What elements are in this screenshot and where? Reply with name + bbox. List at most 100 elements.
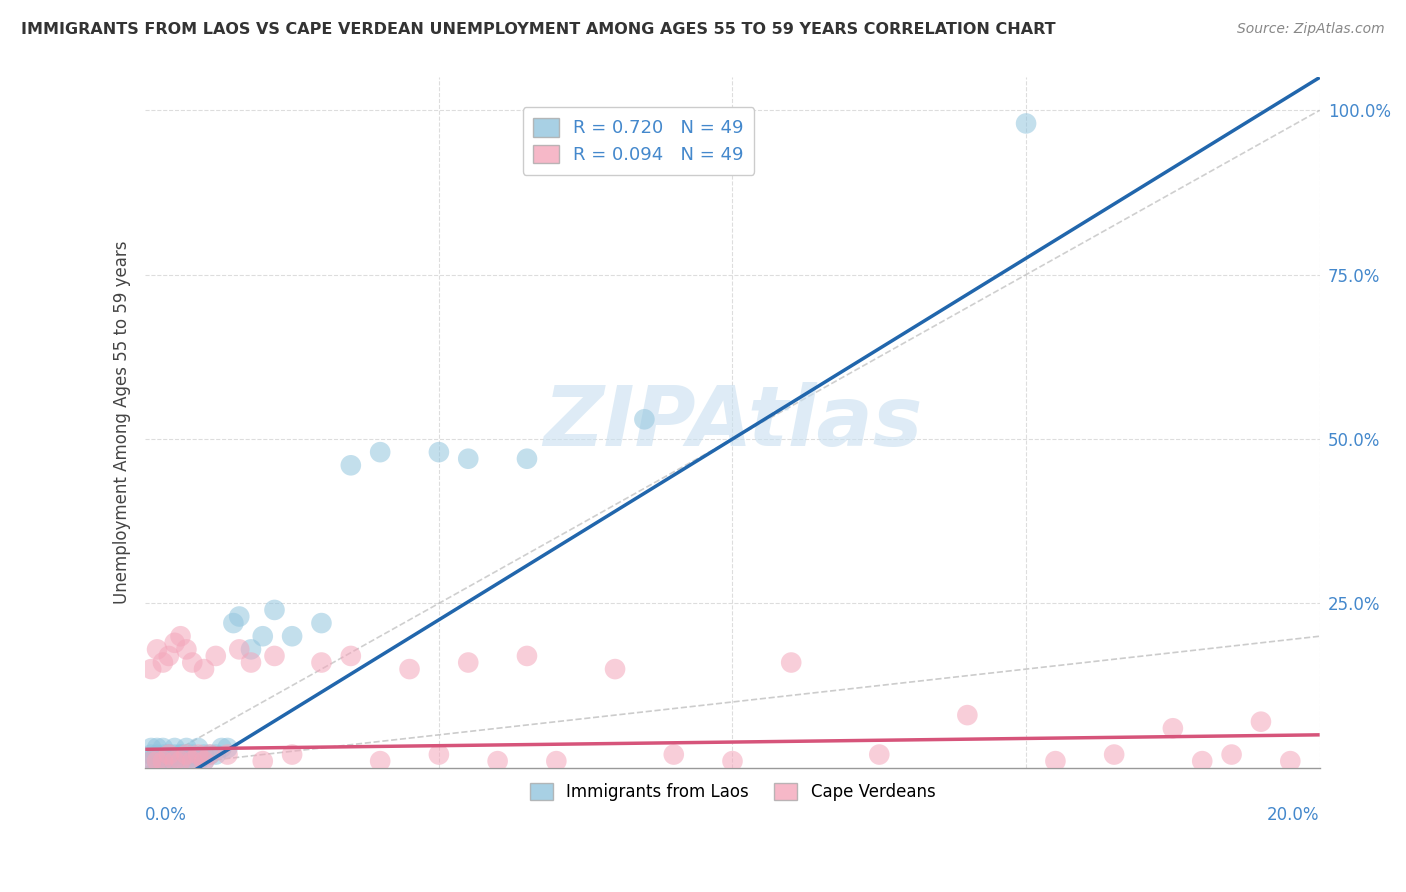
Point <box>1250 714 1272 729</box>
Point <box>146 642 169 657</box>
Point <box>187 741 209 756</box>
Point <box>780 656 803 670</box>
Point <box>1102 747 1125 762</box>
Point <box>427 445 450 459</box>
Point <box>368 445 391 459</box>
Point <box>457 451 479 466</box>
Point <box>516 648 538 663</box>
Point <box>152 741 174 756</box>
Y-axis label: Unemployment Among Ages 55 to 59 years: Unemployment Among Ages 55 to 59 years <box>114 241 131 604</box>
Point <box>181 754 204 768</box>
Point <box>146 754 169 768</box>
Point <box>146 754 169 768</box>
Point <box>152 754 174 768</box>
Point <box>546 754 568 768</box>
Text: 20.0%: 20.0% <box>1267 805 1320 823</box>
Point <box>163 747 186 762</box>
Point <box>340 648 363 663</box>
Point <box>516 451 538 466</box>
Point <box>141 754 163 768</box>
Point <box>146 747 169 762</box>
Point <box>1045 754 1067 768</box>
Point <box>141 662 163 676</box>
Point <box>176 747 198 762</box>
Point <box>222 616 245 631</box>
Point <box>176 642 198 657</box>
Point <box>603 662 626 676</box>
Point <box>152 754 174 768</box>
Point <box>281 629 304 643</box>
Point <box>193 754 215 768</box>
Point <box>1191 754 1213 768</box>
Point <box>157 648 180 663</box>
Text: 0.0%: 0.0% <box>145 805 187 823</box>
Point <box>169 754 191 768</box>
Point <box>721 754 744 768</box>
Point <box>1015 116 1038 130</box>
Point <box>198 747 221 762</box>
Point <box>311 656 333 670</box>
Point <box>169 629 191 643</box>
Point <box>204 648 226 663</box>
Point <box>152 747 174 762</box>
Point <box>281 747 304 762</box>
Point <box>169 747 191 762</box>
Point <box>263 648 285 663</box>
Point <box>157 747 180 762</box>
Point <box>398 662 420 676</box>
Point <box>240 656 263 670</box>
Point <box>368 754 391 768</box>
Point <box>157 747 180 762</box>
Point <box>176 747 198 762</box>
Point <box>240 642 263 657</box>
Point <box>662 747 685 762</box>
Point <box>457 656 479 670</box>
Point <box>633 412 655 426</box>
Point <box>181 747 204 762</box>
Point <box>340 458 363 473</box>
Point <box>204 747 226 762</box>
Point <box>141 754 163 768</box>
Point <box>163 754 186 768</box>
Point <box>163 741 186 756</box>
Point <box>228 642 250 657</box>
Point <box>193 754 215 768</box>
Text: IMMIGRANTS FROM LAOS VS CAPE VERDEAN UNEMPLOYMENT AMONG AGES 55 TO 59 YEARS CORR: IMMIGRANTS FROM LAOS VS CAPE VERDEAN UNE… <box>21 22 1056 37</box>
Point <box>228 609 250 624</box>
Point <box>252 629 274 643</box>
Legend: Immigrants from Laos, Cape Verdeans: Immigrants from Laos, Cape Verdeans <box>523 776 942 807</box>
Point <box>1220 747 1243 762</box>
Point <box>956 708 979 723</box>
Point <box>152 754 174 768</box>
Point <box>141 741 163 756</box>
Point <box>169 754 191 768</box>
Point <box>157 754 180 768</box>
Point <box>181 656 204 670</box>
Point <box>217 747 239 762</box>
Point <box>198 747 221 762</box>
Point <box>427 747 450 762</box>
Text: ZIPAtlas: ZIPAtlas <box>543 382 922 463</box>
Point <box>163 636 186 650</box>
Point <box>868 747 890 762</box>
Point <box>252 754 274 768</box>
Point <box>187 754 209 768</box>
Point <box>141 754 163 768</box>
Point <box>193 747 215 762</box>
Point <box>176 754 198 768</box>
Point <box>146 741 169 756</box>
Point <box>169 747 191 762</box>
Point <box>217 741 239 756</box>
Text: Source: ZipAtlas.com: Source: ZipAtlas.com <box>1237 22 1385 37</box>
Point <box>157 754 180 768</box>
Point <box>211 741 233 756</box>
Point <box>176 741 198 756</box>
Point <box>1279 754 1302 768</box>
Point <box>181 754 204 768</box>
Point <box>263 603 285 617</box>
Point <box>141 747 163 762</box>
Point <box>193 662 215 676</box>
Point <box>311 616 333 631</box>
Point <box>146 754 169 768</box>
Point <box>1161 721 1184 735</box>
